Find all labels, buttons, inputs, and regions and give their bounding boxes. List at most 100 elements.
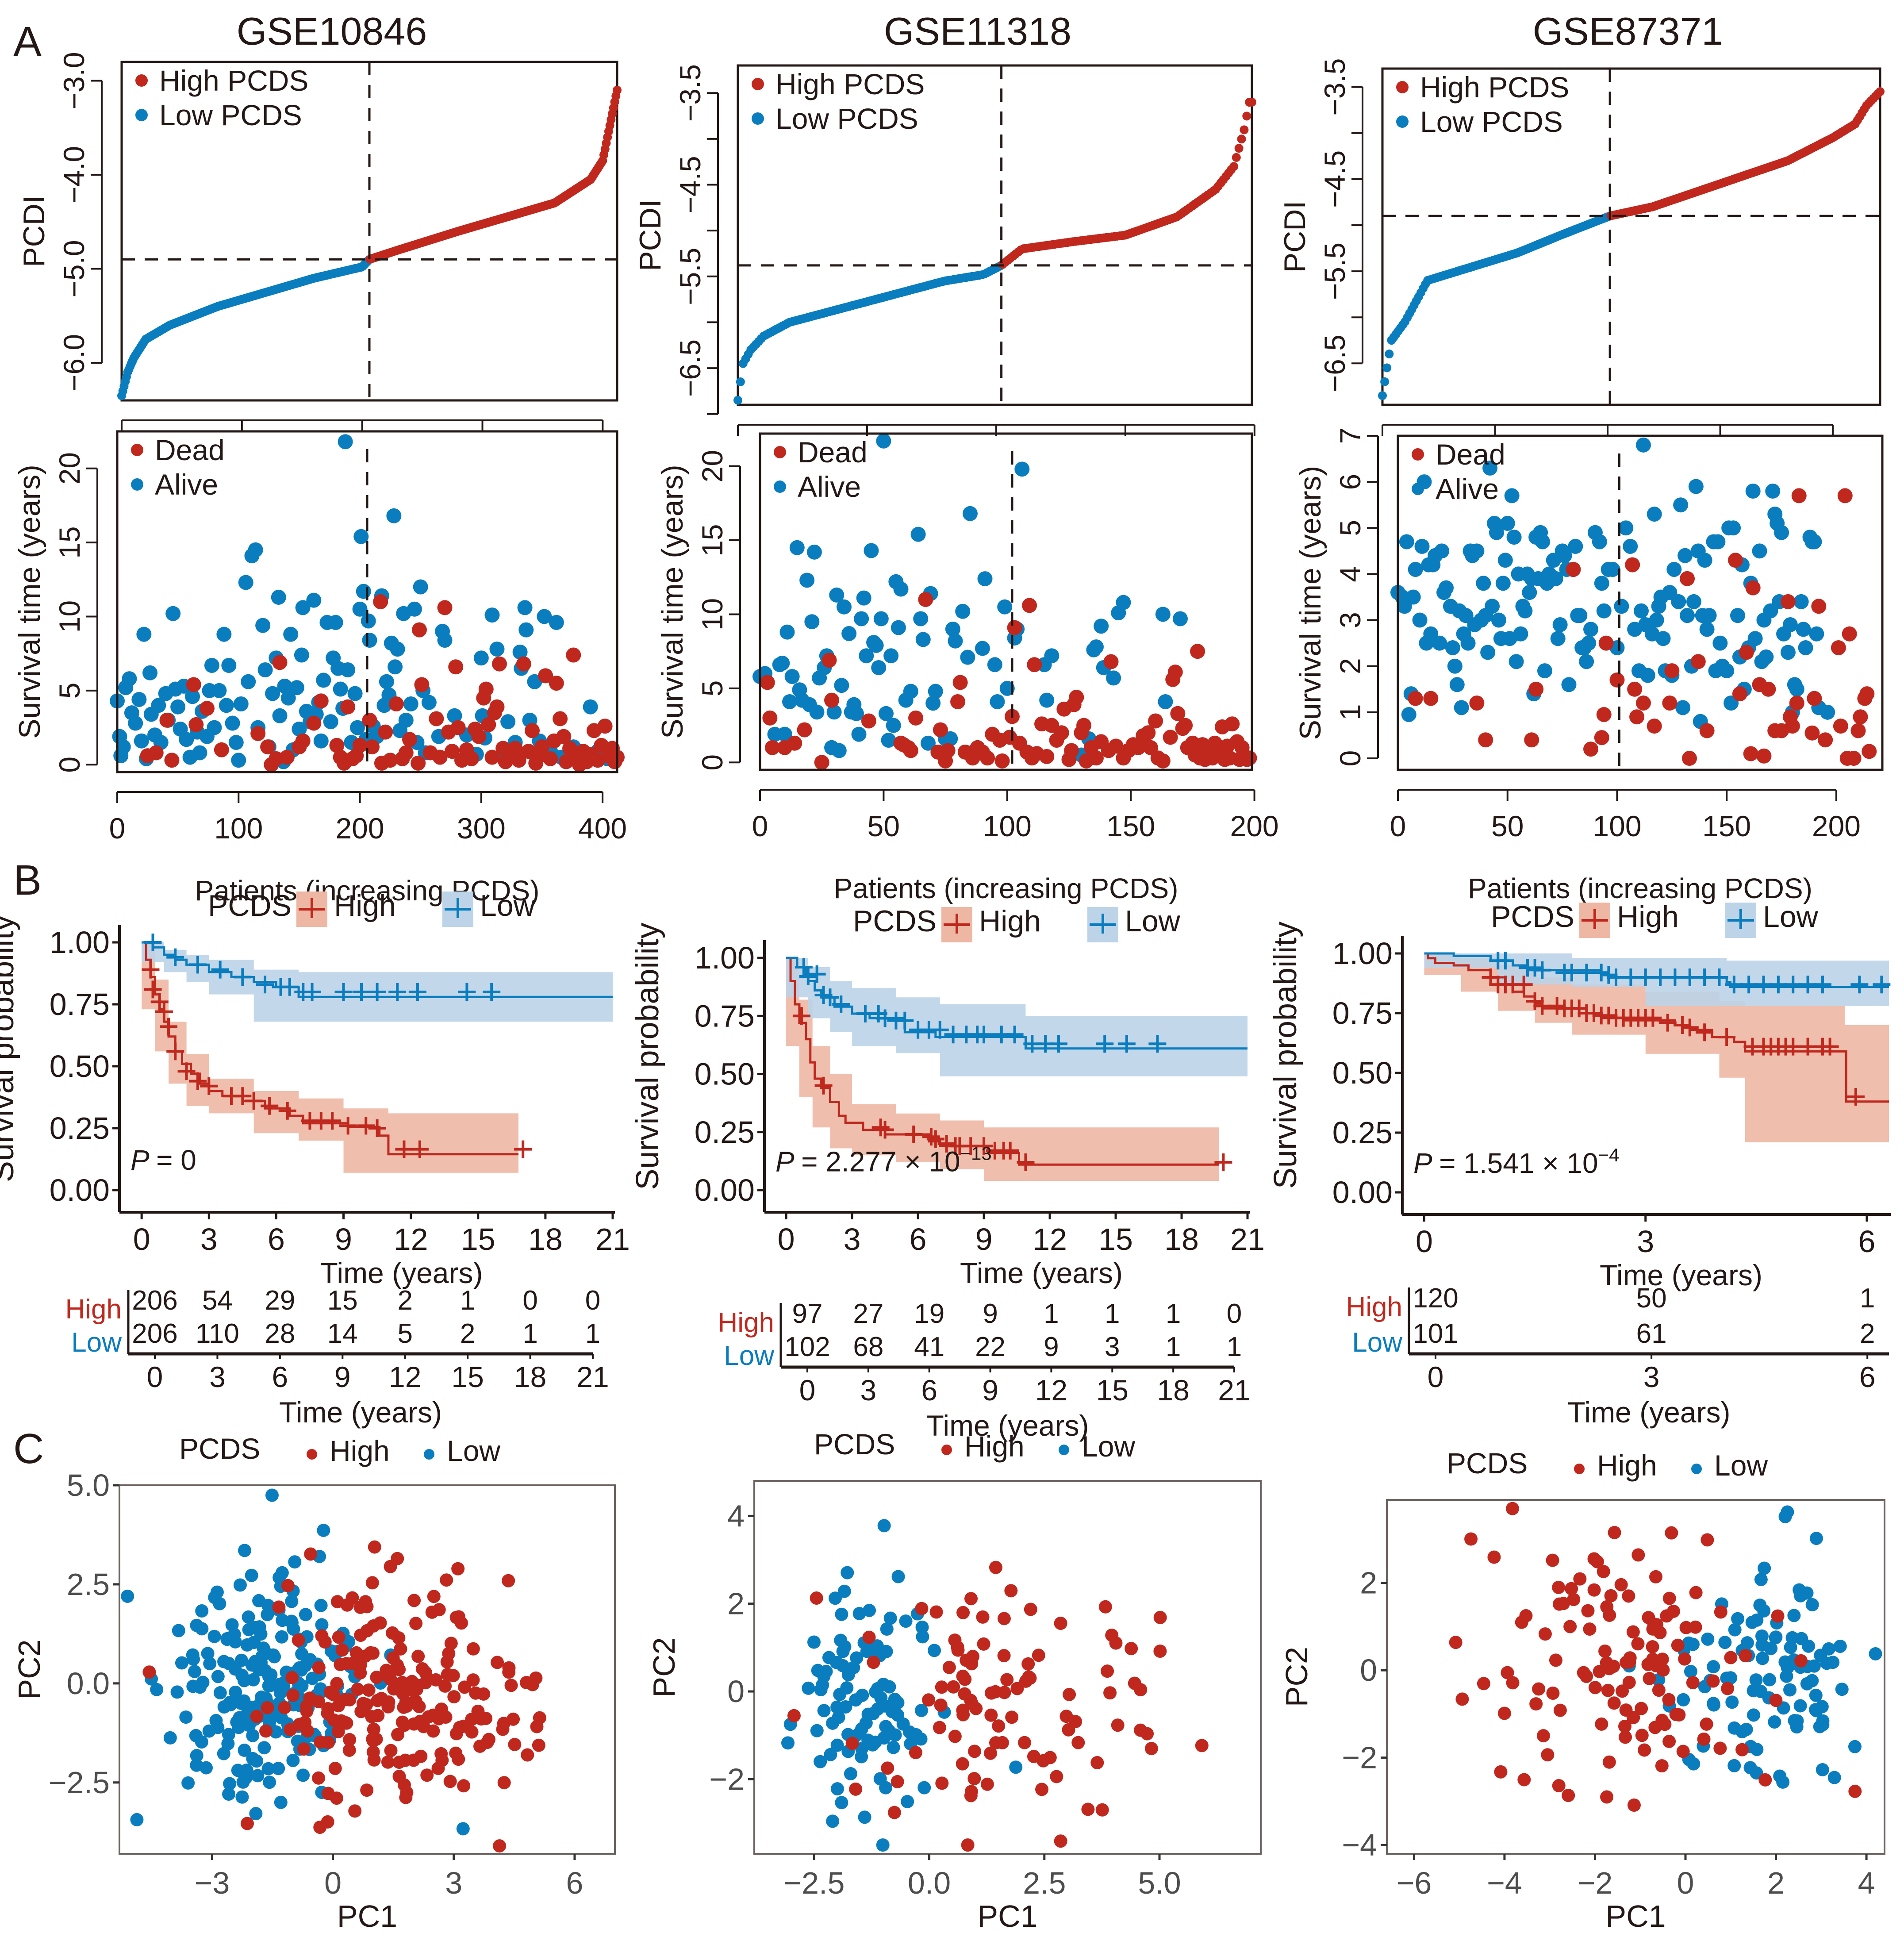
- low-sample-point: [1784, 1641, 1797, 1654]
- high-sample-point: [1676, 1745, 1690, 1758]
- low-sample-point: [891, 1570, 905, 1583]
- high-sample-point: [849, 1782, 863, 1796]
- dead-point: [980, 750, 995, 766]
- dead-point: [553, 711, 568, 726]
- dead-point: [1807, 691, 1822, 706]
- high-sample-point: [1724, 1651, 1738, 1664]
- high-sample-point: [845, 1737, 859, 1750]
- censor-mark: [1799, 976, 1817, 994]
- high-sample-point: [935, 1776, 949, 1790]
- low-sample-point: [877, 1519, 891, 1533]
- dead-point: [1596, 707, 1612, 722]
- high-sample-point: [1580, 1669, 1593, 1683]
- plot-frame: [753, 1480, 1262, 1855]
- y-axis-title: PCDI: [1278, 201, 1312, 273]
- alive-point: [1506, 530, 1522, 545]
- low-sample-point: [1769, 1631, 1782, 1645]
- alive-point: [356, 584, 371, 599]
- censor-mark: [1496, 952, 1514, 970]
- legend-key-censor: [1582, 909, 1608, 929]
- high-sample-point: [278, 1701, 292, 1714]
- high-sample-point: [493, 1839, 507, 1853]
- risk-table-count: 2: [1860, 1318, 1875, 1349]
- censor-mark: [368, 1119, 386, 1137]
- dead-point: [1853, 709, 1868, 725]
- y-tick-label: 5.0: [67, 1468, 110, 1503]
- alive-point: [1495, 576, 1511, 591]
- y-tick-label: −5.0: [58, 240, 90, 297]
- risk-point: [1237, 135, 1246, 144]
- high-sample-point: [1706, 1674, 1720, 1688]
- alive-point: [292, 721, 307, 737]
- dead-point: [918, 592, 933, 607]
- alive-point: [1517, 603, 1533, 619]
- alive-point: [975, 641, 990, 656]
- alive-point: [1780, 645, 1796, 660]
- dead-point: [516, 656, 531, 672]
- legend-label: Alive: [155, 468, 218, 501]
- y-tick-label: 3: [1334, 612, 1367, 628]
- censor-mark: [795, 958, 813, 976]
- high-survival-curve: [142, 941, 519, 1156]
- low-sample-point: [130, 1813, 144, 1826]
- risk-table-group-label: High: [718, 1307, 774, 1338]
- low-sample-point: [237, 1674, 251, 1687]
- dead-point: [1699, 723, 1715, 738]
- alive-point: [1408, 562, 1423, 577]
- risk-point: [1240, 125, 1249, 135]
- legend-dot: [131, 444, 143, 456]
- low-sample-point: [1749, 1673, 1763, 1687]
- legend-title: PCDS: [1447, 1447, 1528, 1480]
- censor-mark: [395, 1140, 413, 1158]
- censor-mark: [1017, 1153, 1035, 1171]
- alive-point: [1594, 576, 1609, 591]
- high-sample-point: [318, 1635, 332, 1649]
- y-tick-label: 2.5: [67, 1567, 110, 1602]
- low-sample-point: [871, 1702, 885, 1716]
- dataset-title-gse11318: GSE11318: [883, 9, 1071, 53]
- alive-point: [1552, 617, 1568, 632]
- legend-label: High PCDS: [159, 64, 308, 97]
- risk-table-tick-label: 9: [982, 1374, 998, 1407]
- dead-point: [1732, 686, 1747, 702]
- risk-table-count: 101: [1413, 1318, 1458, 1349]
- alive-point: [280, 690, 296, 706]
- alive-point: [915, 632, 931, 647]
- alive-point: [886, 718, 901, 733]
- risk-table-tick-label: 3: [209, 1360, 226, 1393]
- dead-point: [549, 676, 564, 691]
- high-sample-point: [451, 1562, 465, 1576]
- low-sample-point: [887, 1741, 900, 1754]
- y-tick-label: −2.5: [49, 1765, 110, 1800]
- low-sample-point: [251, 1769, 265, 1783]
- alive-point: [1399, 534, 1414, 550]
- censor-mark: [323, 1112, 342, 1130]
- low-sample-point: [1827, 1771, 1841, 1784]
- dead-point: [762, 710, 778, 726]
- low-sample-point: [254, 1627, 268, 1641]
- high-sample-point: [1593, 1664, 1606, 1678]
- dead-point: [402, 732, 417, 747]
- censor-mark: [514, 1140, 532, 1158]
- alive-point: [1618, 520, 1634, 536]
- high-sample-point: [1656, 1663, 1670, 1677]
- low-sample-point: [1763, 1673, 1777, 1687]
- risk-table-count: 22: [975, 1332, 1006, 1362]
- alive-point: [151, 698, 166, 713]
- dead-point: [450, 720, 466, 735]
- x-tick-label: 0: [778, 1222, 795, 1257]
- alive-point: [955, 603, 971, 619]
- high-sample-point: [384, 1744, 398, 1757]
- alive-point: [806, 544, 822, 560]
- low-sample-point: [172, 1624, 185, 1637]
- dead-point: [1818, 732, 1833, 748]
- low-sample-point: [1754, 1685, 1768, 1699]
- low-sample-point: [285, 1595, 299, 1608]
- dead-point: [148, 745, 164, 761]
- risk-table-tick-label: 21: [576, 1360, 609, 1393]
- high-sample-point: [1662, 1591, 1676, 1605]
- high-sample-point: [1598, 1645, 1612, 1658]
- alive-point: [352, 601, 368, 617]
- dead-point: [566, 647, 581, 663]
- censor-mark: [1578, 964, 1596, 982]
